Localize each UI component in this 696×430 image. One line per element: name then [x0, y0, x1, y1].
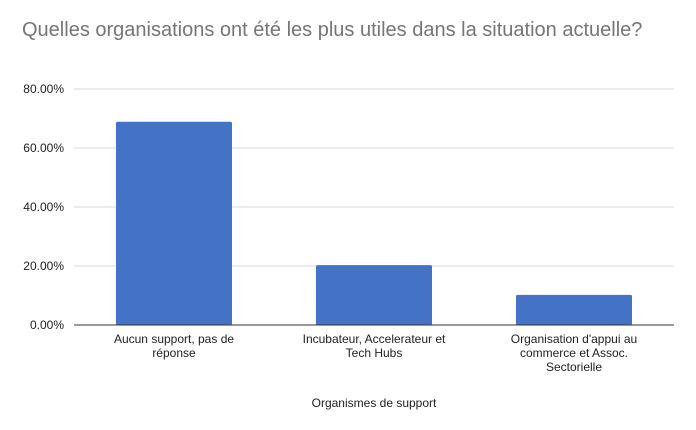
bar — [516, 294, 632, 325]
x-category-label: Organisation d'appui au commerce et Assoc… — [511, 332, 637, 374]
bar — [316, 265, 432, 325]
y-tick-label: 20.00% — [23, 259, 64, 273]
bar — [116, 121, 232, 326]
x-category-label: Aucun support, pas de réponse — [114, 332, 234, 360]
x-category-label: Incubateur, Accelerateur et Tech Hubs — [303, 332, 446, 360]
chart-title: Quelles organisations ont été les plus u… — [22, 19, 643, 41]
y-tick-label: 80.00% — [23, 82, 64, 96]
y-tick-label: 0.00% — [30, 318, 64, 332]
x-category-labels: Aucun support, pas de réponse Incubateur, … — [114, 332, 637, 374]
y-tick-labels: 0.00% 20.00% 40.00% 60.00% 80.00% — [23, 82, 64, 332]
y-tick-label: 60.00% — [23, 141, 64, 155]
y-tick-label: 40.00% — [23, 200, 64, 214]
x-axis-title: Organismes de support — [312, 396, 437, 410]
bars — [116, 121, 632, 326]
